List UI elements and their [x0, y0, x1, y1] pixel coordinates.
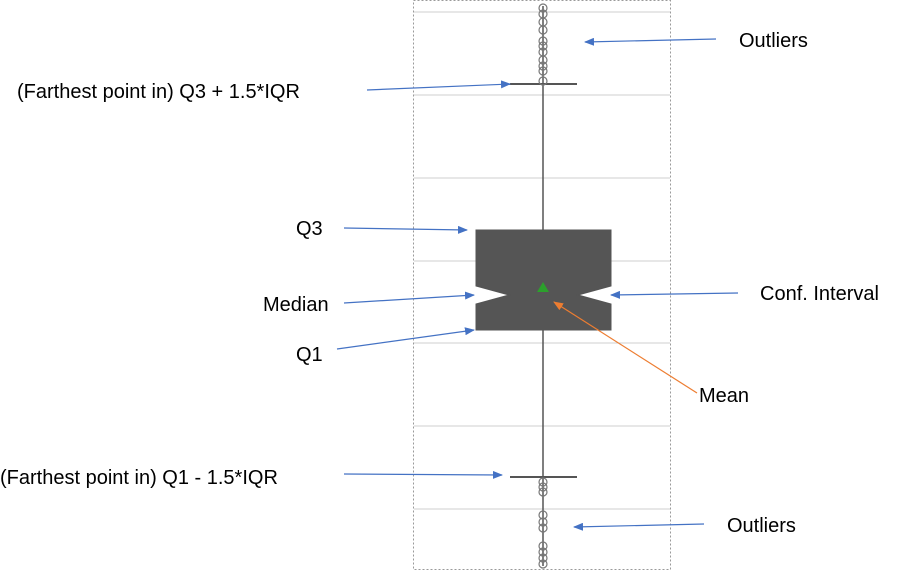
label-lower-whisker: (Farthest point in) Q1 - 1.5*IQR [0, 467, 278, 489]
hollow-circle-icon [538, 66, 548, 76]
label-outliers-top: Outliers [739, 30, 808, 52]
hollow-circle-icon [538, 517, 548, 527]
label-q3: Q3 [296, 218, 323, 240]
hollow-circle-icon [538, 36, 548, 46]
label-median: Median [263, 294, 329, 316]
hollow-circle-icon [538, 41, 548, 51]
arrow-upper-whisker [366, 80, 511, 91]
annotation-arrows [336, 37, 739, 531]
hollow-circle-icon [538, 510, 548, 520]
arrow-outliers-top [584, 37, 717, 46]
arrow-lower-whisker [343, 470, 503, 479]
plot-frame [413, 0, 671, 570]
label-upper-whisker: (Farthest point in) Q3 + 1.5*IQR [17, 81, 300, 103]
bottom-outliers [538, 477, 548, 569]
hollow-circle-icon [538, 55, 548, 65]
notched-box [475, 229, 612, 331]
hollow-circle-icon [538, 61, 548, 71]
arrow-outliers-bottom [573, 522, 705, 531]
hollow-circle-icon [538, 487, 548, 497]
hollow-circle-icon [538, 3, 548, 13]
hollow-circle-icon [538, 25, 548, 35]
hollow-circle-icon [538, 559, 548, 569]
arrow-mean [553, 301, 698, 394]
hollow-circle-icon [538, 541, 548, 551]
hollow-circle-icon [538, 523, 548, 533]
hollow-circle-icon [538, 477, 548, 487]
hollow-circle-icon [538, 553, 548, 563]
green-triangle-icon [537, 282, 549, 292]
label-q1: Q1 [296, 344, 323, 366]
arrow-q3 [343, 225, 468, 234]
arrow-q1 [336, 327, 475, 350]
label-conf-interval: Conf. Interval [760, 283, 879, 305]
top-outliers [538, 3, 548, 86]
label-outliers-bottom: Outliers [727, 515, 796, 537]
arrow-median [343, 291, 475, 304]
arrow-conf-interval [610, 290, 739, 299]
label-mean: Mean [699, 385, 749, 407]
hollow-circle-icon [538, 76, 548, 86]
hollow-circle-icon [538, 482, 548, 492]
hollow-circle-icon [538, 547, 548, 557]
